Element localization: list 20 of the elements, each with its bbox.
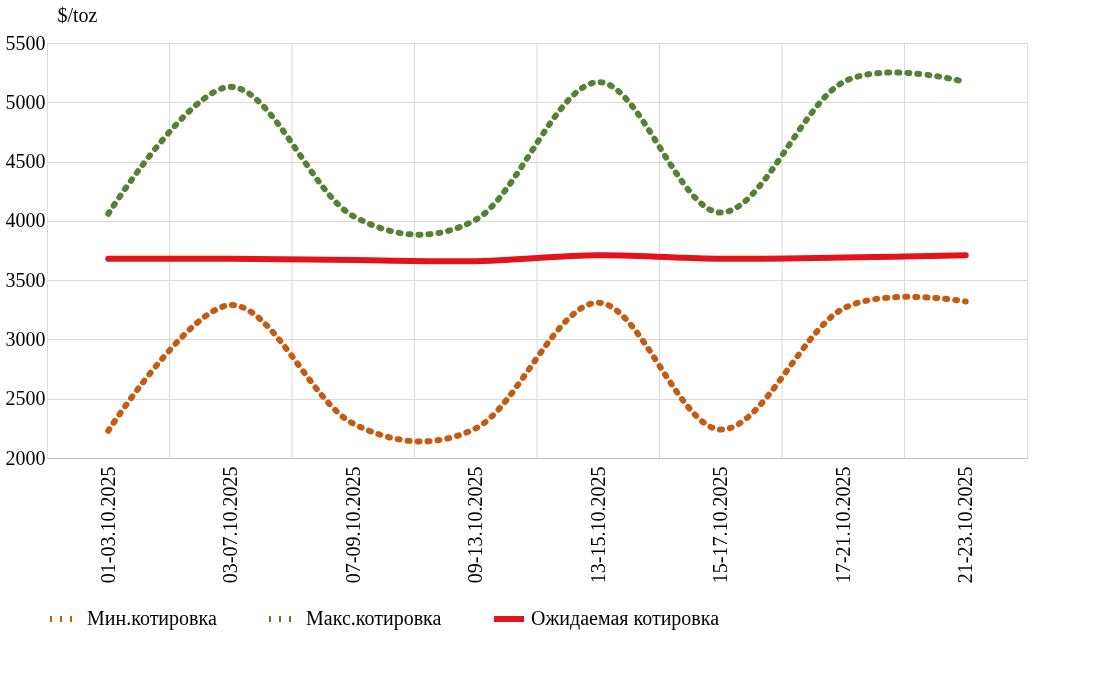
y-tick-label: 4000	[5, 209, 46, 232]
x-tick-label: 15-17.10.2025	[709, 466, 732, 584]
legend-label: Мин.котировка	[87, 607, 217, 630]
x-tick-label: 03-07.10.2025	[219, 466, 242, 584]
y-tick-label: 3500	[5, 268, 46, 291]
legend-label: Ожидаемая котировка	[531, 607, 720, 630]
x-tick-label: 21-23.10.2025	[954, 466, 977, 584]
x-tick-label: 07-09.10.2025	[341, 466, 364, 584]
x-tick-label: 01-03.10.2025	[96, 466, 119, 584]
legend-label: Макс.котировка	[306, 607, 442, 630]
y-tick-label: 2000	[5, 446, 46, 469]
y-axis-title: $/toz	[57, 3, 98, 26]
y-tick-label: 5000	[5, 90, 46, 113]
x-tick-label: 09-13.10.2025	[464, 466, 487, 584]
y-tick-label: 2500	[5, 387, 46, 410]
x-tick-label: 13-15.10.2025	[586, 466, 609, 584]
y-tick-label: 4500	[5, 150, 46, 173]
y-tick-label: 5500	[5, 31, 46, 54]
x-tick-label: 17-21.10.2025	[831, 466, 854, 584]
y-tick-label: 3000	[5, 327, 46, 350]
